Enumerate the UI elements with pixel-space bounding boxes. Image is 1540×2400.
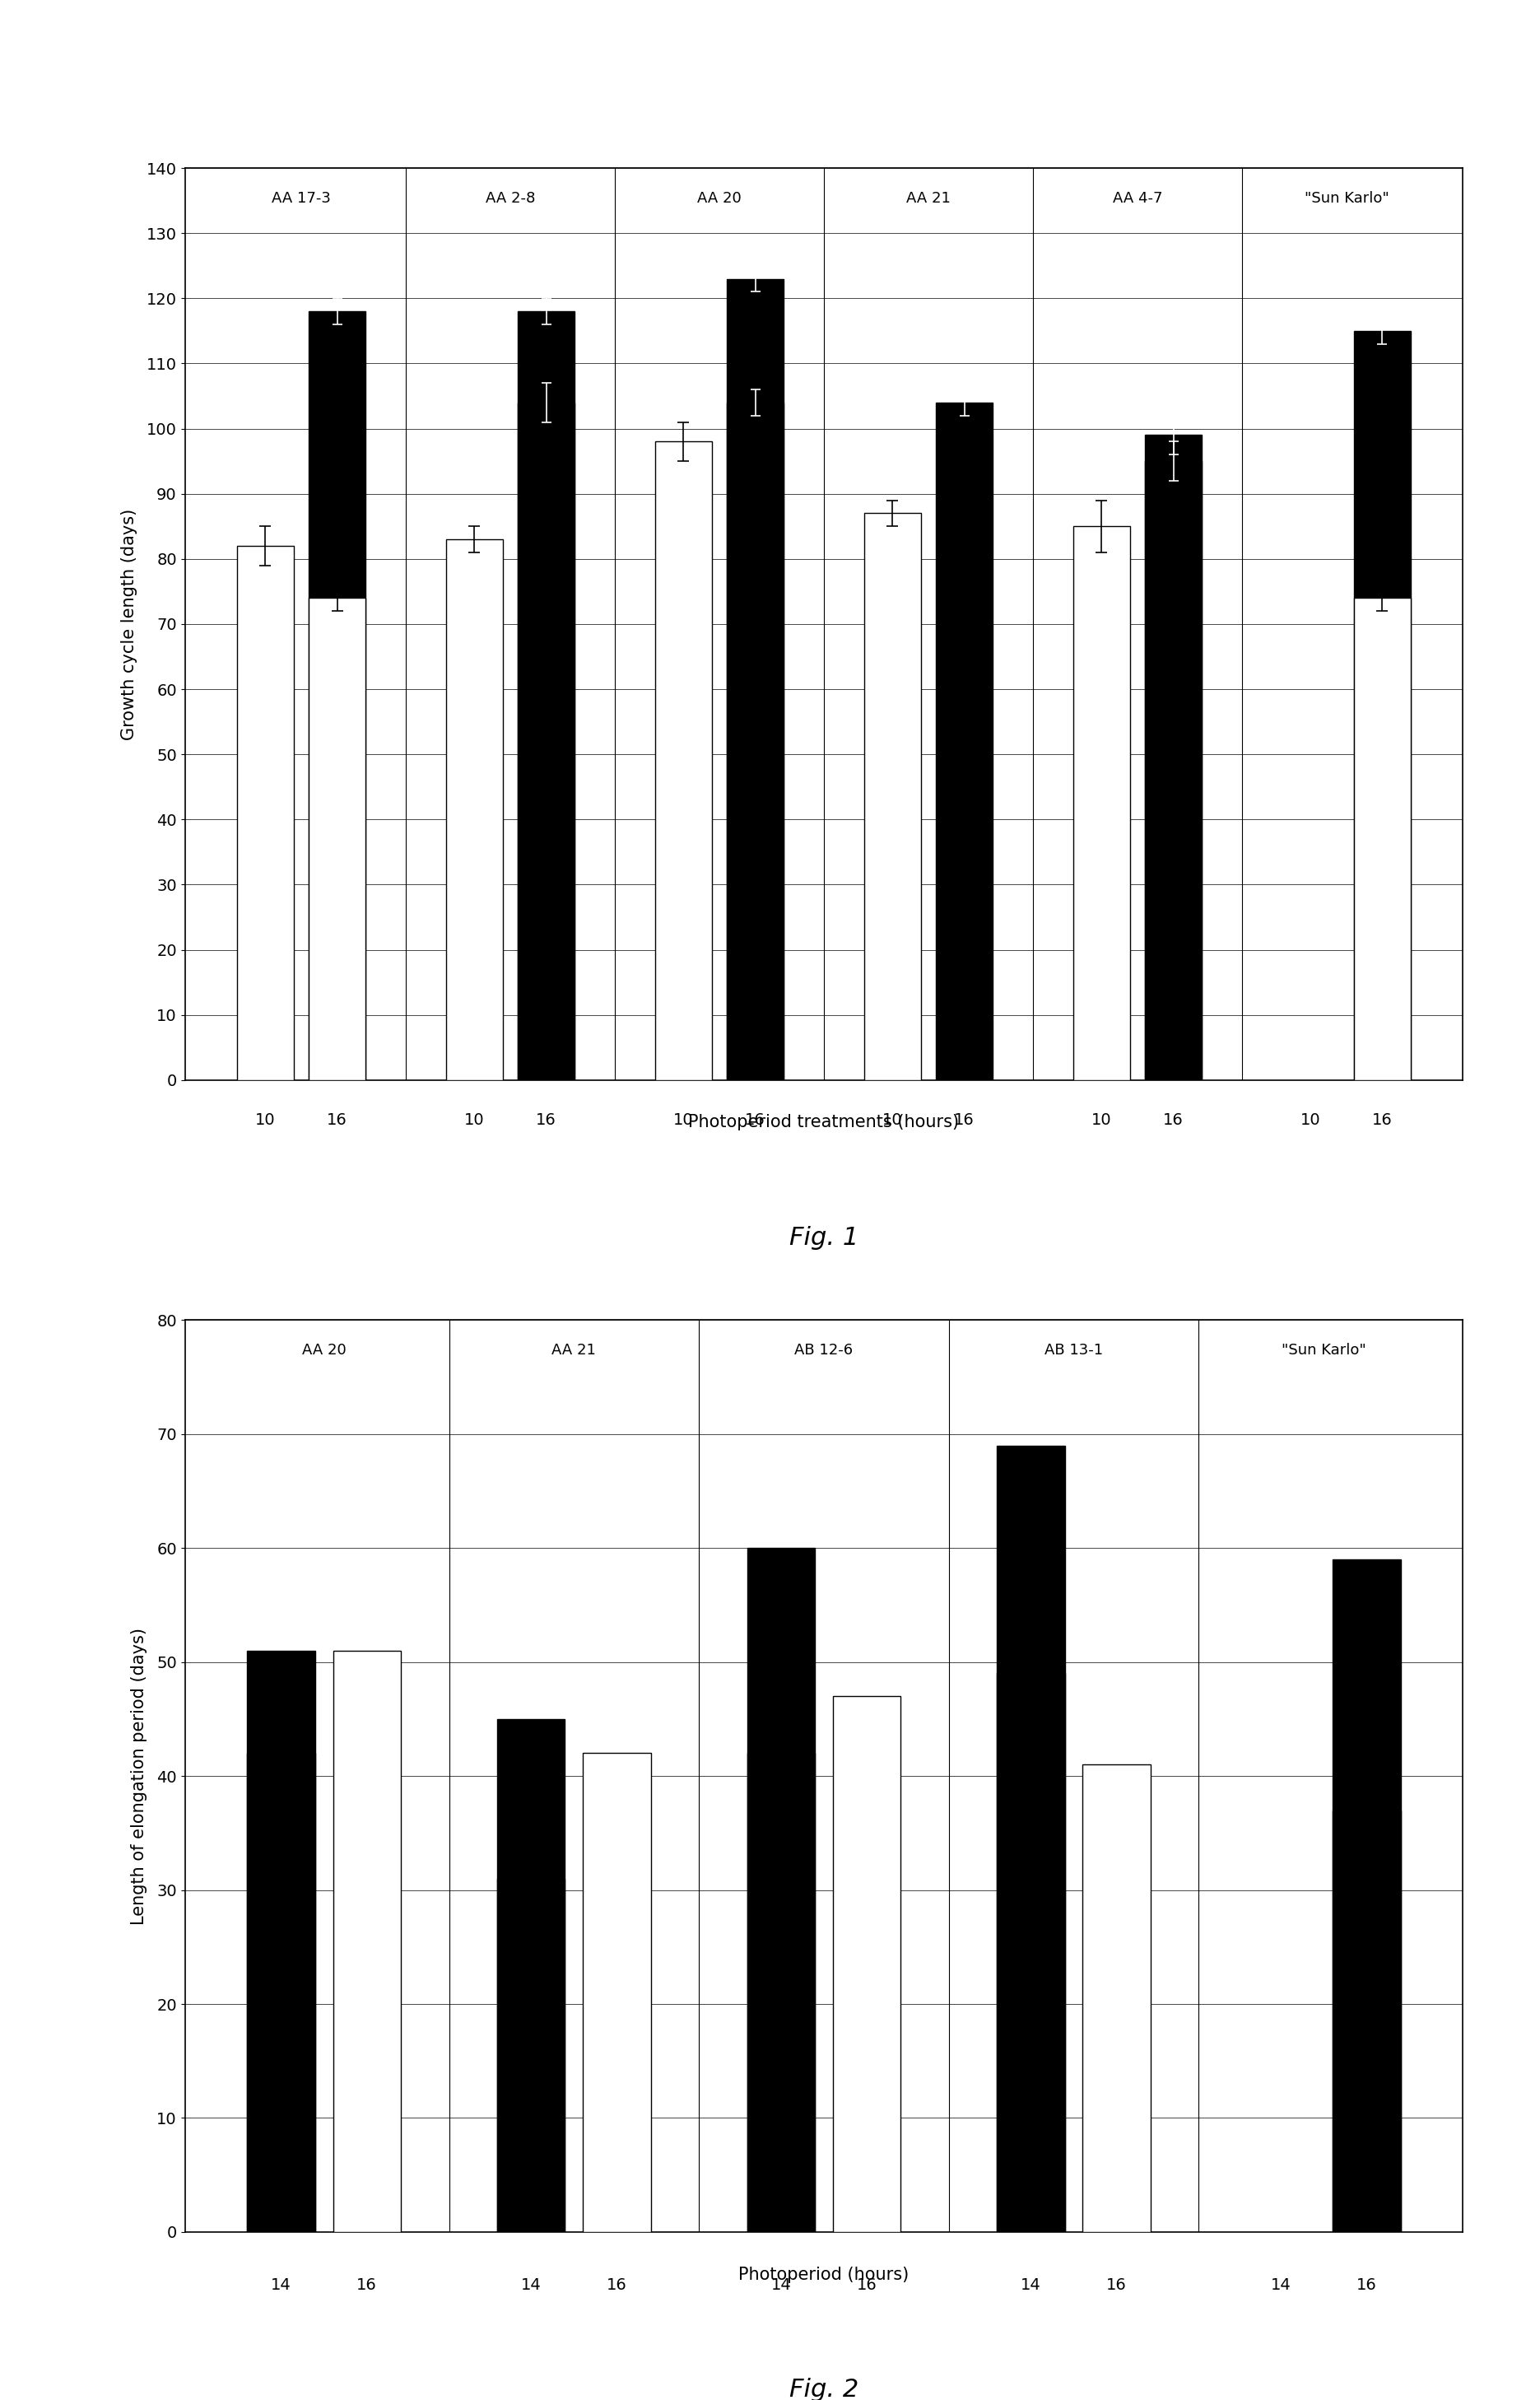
Text: 16: 16	[1372, 1114, 1392, 1128]
Bar	[584, 1752, 651, 2232]
Bar	[248, 1752, 316, 2232]
Bar	[497, 1718, 565, 2232]
Bar	[1073, 526, 1130, 1080]
Text: AA 21: AA 21	[551, 1344, 596, 1358]
Text: AB 13-1: AB 13-1	[1044, 1344, 1103, 1358]
X-axis label: Photoperiod treatments (hours): Photoperiod treatments (hours)	[688, 1114, 959, 1130]
Text: 16: 16	[326, 1114, 348, 1128]
Bar	[308, 598, 365, 1080]
Bar	[727, 403, 784, 1080]
Bar	[747, 1752, 815, 2232]
Bar	[517, 312, 574, 1080]
Text: AA 21: AA 21	[906, 192, 950, 206]
Text: AA 2-8: AA 2-8	[485, 192, 536, 206]
Text: 14: 14	[772, 2278, 792, 2294]
Bar	[1354, 331, 1411, 1080]
Text: 16: 16	[1106, 2278, 1127, 2294]
Bar	[497, 1879, 565, 2232]
Text: 10: 10	[673, 1114, 693, 1128]
Text: 14: 14	[271, 2278, 291, 2294]
Bar	[996, 1673, 1064, 2232]
Bar	[447, 540, 504, 1080]
Text: "Sun Karlo": "Sun Karlo"	[1304, 192, 1389, 206]
Bar	[996, 1445, 1064, 2232]
Text: 10: 10	[1092, 1114, 1112, 1128]
Text: AA 20: AA 20	[302, 1344, 347, 1358]
Text: AA 17-3: AA 17-3	[271, 192, 331, 206]
Text: 10: 10	[1301, 1114, 1321, 1128]
Bar	[237, 545, 294, 1080]
Bar	[833, 1697, 901, 2232]
Text: 14: 14	[1270, 2278, 1291, 2294]
Text: AB 12-6: AB 12-6	[795, 1344, 853, 1358]
Bar	[1144, 434, 1201, 1080]
Y-axis label: Length of elongation period (days): Length of elongation period (days)	[131, 1627, 148, 1925]
Bar	[248, 1651, 316, 2232]
Bar	[1332, 1810, 1400, 2232]
Bar	[308, 312, 365, 1080]
Bar	[654, 442, 711, 1080]
Text: 16: 16	[745, 1114, 765, 1128]
Text: 16: 16	[357, 2278, 377, 2294]
Bar	[936, 403, 993, 1080]
Text: "Sun Karlo": "Sun Karlo"	[1281, 1344, 1366, 1358]
Y-axis label: Growth cycle length (days): Growth cycle length (days)	[120, 509, 137, 739]
Text: 14: 14	[521, 2278, 542, 2294]
Bar	[1083, 1764, 1150, 2232]
Bar	[517, 403, 574, 1080]
Bar	[864, 514, 921, 1080]
Text: Fig. 1: Fig. 1	[788, 1226, 859, 1250]
Text: AA 4-7: AA 4-7	[1112, 192, 1163, 206]
Bar	[1332, 1560, 1400, 2232]
Text: Fig. 2: Fig. 2	[788, 2378, 859, 2400]
Text: 16: 16	[607, 2278, 627, 2294]
Text: 16: 16	[1163, 1114, 1184, 1128]
Bar	[1354, 598, 1411, 1080]
Text: AA 20: AA 20	[698, 192, 741, 206]
Text: 10: 10	[882, 1114, 902, 1128]
Bar	[727, 278, 784, 1080]
Text: 16: 16	[955, 1114, 975, 1128]
Text: 16: 16	[856, 2278, 876, 2294]
Text: 14: 14	[1021, 2278, 1041, 2294]
X-axis label: Photoperiod (hours): Photoperiod (hours)	[739, 2266, 909, 2282]
Text: 16: 16	[1357, 2278, 1377, 2294]
Text: 10: 10	[465, 1114, 485, 1128]
Bar	[747, 1548, 815, 2232]
Text: 10: 10	[256, 1114, 276, 1128]
Text: 16: 16	[536, 1114, 556, 1128]
Bar	[333, 1651, 400, 2232]
Bar	[1144, 461, 1201, 1080]
